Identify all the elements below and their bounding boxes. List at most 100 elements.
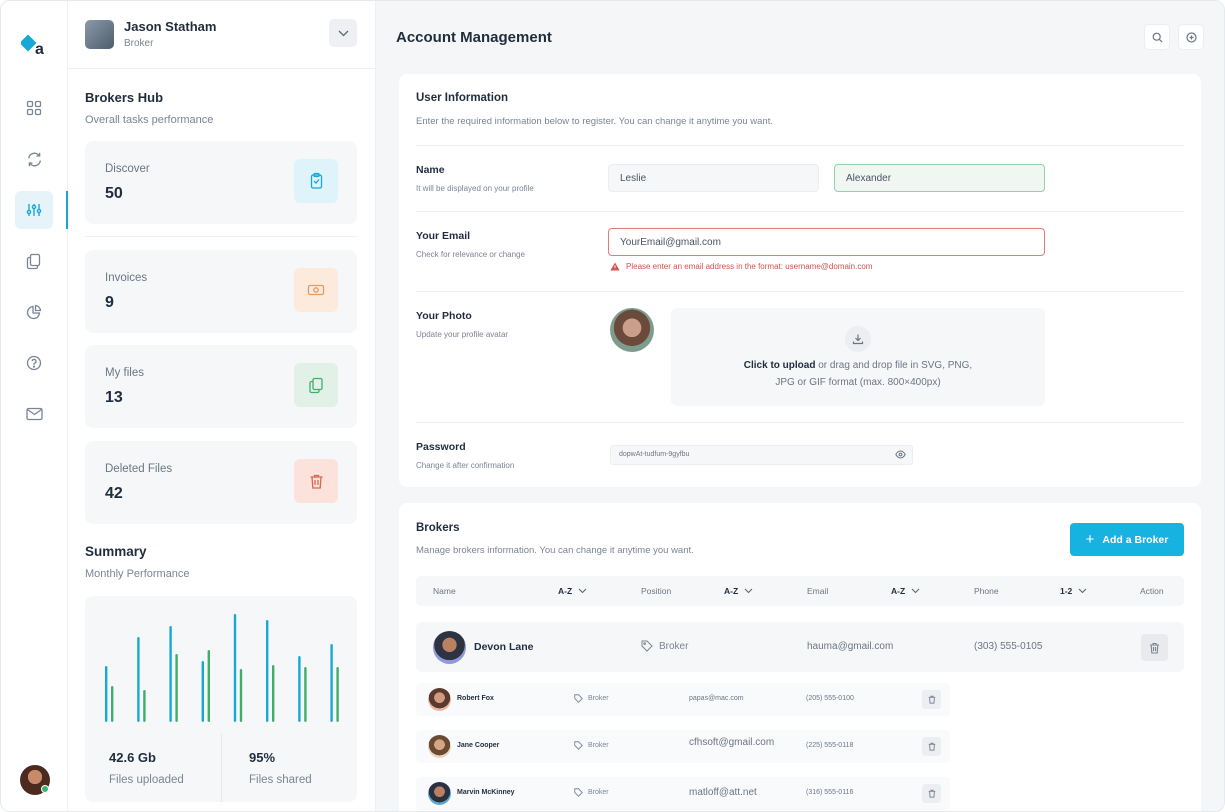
user-menu-dropdown[interactable] [329, 19, 357, 47]
rail-mail-icon[interactable] [15, 395, 53, 433]
sort-position[interactable]: A-Z [724, 586, 753, 596]
photo-label: Your Photo [416, 310, 472, 322]
column-header-action: Action [1140, 586, 1164, 596]
upload-instructions: Click to upload or drag and drop file in… [671, 360, 1045, 371]
name-help: It will be displayed on your profile [416, 184, 534, 193]
table-row[interactable]: Robert Fox Broker papas@mac.com (205) 55… [416, 683, 950, 716]
trash-icon [928, 742, 935, 751]
rail-active-indicator [66, 191, 68, 229]
profile-photo-avatar[interactable] [610, 308, 654, 352]
table-row[interactable]: Jane Cooper Broker cfhsoft@gmail.com (22… [416, 730, 950, 763]
upload-format-hint: JPG or GIF format (max. 800×400px) [775, 377, 941, 388]
sort-name[interactable]: A-Z [558, 586, 587, 596]
email-field[interactable]: YourEmail@gmail.com [608, 228, 1045, 256]
broker-position: Broker [574, 694, 609, 703]
last-name-field[interactable]: Alexander [834, 164, 1045, 192]
chevron-down-icon [338, 30, 348, 36]
broker-email: papas@mac.com [689, 695, 744, 702]
stat-value: 50 [105, 185, 123, 202]
delete-broker-button[interactable] [922, 784, 941, 803]
broker-phone: (303) 555-0105 [974, 641, 1043, 652]
divider [85, 236, 357, 237]
table-row[interactable]: Marvin McKinney Broker matloff@att.net (… [416, 777, 950, 810]
tag-icon [641, 640, 653, 652]
rail-documents-icon[interactable] [15, 242, 53, 280]
stat-label: Files shared [249, 774, 312, 786]
divider [416, 291, 1184, 292]
password-value: dopwAt-tudfum-9gyfbu [619, 451, 690, 458]
chart-bar-s1-1 [143, 690, 146, 722]
password-field[interactable]: dopwAt-tudfum-9gyfbu [610, 445, 913, 465]
broker-phone: (316) 555-0116 [806, 789, 854, 796]
broker-avatar [428, 735, 451, 758]
rail-piechart-icon[interactable] [15, 293, 53, 331]
sort-phone[interactable]: 1-2 [1060, 586, 1087, 596]
stat-value: 42 [105, 485, 123, 502]
delete-broker-button[interactable] [1141, 634, 1168, 661]
stat-card-discover[interactable]: Discover 50 [85, 141, 357, 224]
trash-icon [294, 459, 338, 503]
stat-value: 42.6 Gb [109, 750, 156, 765]
add-button[interactable] [1178, 24, 1204, 50]
chevron-down-icon [911, 588, 920, 594]
photo-help: Update your profile avatar [416, 330, 509, 339]
user-role: Broker [124, 38, 154, 49]
stat-value: 9 [105, 294, 114, 311]
add-broker-button[interactable]: + Add a Broker [1070, 523, 1184, 556]
user-profile[interactable]: Jason Statham Broker [85, 18, 216, 50]
click-to-upload-link[interactable]: Click to upload [743, 360, 816, 371]
clipboard-icon [294, 159, 338, 203]
page-title: Account Management [396, 29, 552, 46]
chevron-down-icon [1078, 588, 1087, 594]
table-row[interactable]: Devon Lane Broker hauma@gmail.com (303) … [416, 622, 1184, 672]
cash-icon [294, 268, 338, 312]
sort-email[interactable]: A-Z [891, 586, 920, 596]
section-title: Brokers [416, 522, 460, 534]
rail-dashboard-icon[interactable] [15, 89, 53, 127]
delete-broker-button[interactable] [922, 737, 941, 756]
stat-card-invoices[interactable]: Invoices 9 [85, 250, 357, 333]
divider [416, 145, 1184, 146]
first-name-field[interactable]: Leslie [608, 164, 819, 192]
stat-value: 13 [105, 389, 123, 406]
stat-label: Files uploaded [109, 774, 184, 786]
chart-bar-s1-5 [272, 665, 275, 722]
sort-label: 1-2 [1060, 586, 1073, 596]
photo-upload-dropzone[interactable]: Click to upload or drag and drop file in… [671, 308, 1045, 406]
add-broker-label: Add a Broker [1102, 533, 1169, 546]
broker-avatar [433, 631, 466, 664]
app-logo[interactable]: a [21, 33, 49, 57]
tag-icon [574, 741, 583, 750]
broker-position-text: Broker [659, 640, 689, 652]
password-label: Password [416, 441, 466, 453]
chart-bar-s0-7 [330, 644, 333, 722]
divider [416, 211, 1184, 212]
stat-card-deleted-files[interactable]: Deleted Files 42 [85, 441, 357, 524]
section-title: User Information [416, 92, 509, 104]
warning-icon [610, 262, 620, 271]
section-subtitle: Manage brokers information. You can chan… [416, 545, 694, 556]
name-label: Name [416, 164, 445, 176]
hub-subtitle: Overall tasks performance [85, 114, 214, 126]
brokers-section: Brokers Manage brokers information. You … [399, 503, 1201, 811]
broker-phone: (205) 555-0100 [806, 695, 854, 702]
stat-card-my-files[interactable]: My files 13 [85, 345, 357, 428]
rail-sync-icon[interactable] [15, 140, 53, 178]
eye-icon[interactable] [895, 450, 906, 459]
rail-help-icon[interactable] [15, 344, 53, 382]
stat-label: My files [105, 367, 144, 379]
delete-broker-button[interactable] [922, 690, 941, 709]
broker-avatar [428, 688, 451, 711]
broker-email: cfhsoft@gmail.com [689, 737, 775, 748]
rail-sliders-icon[interactable] [15, 191, 53, 229]
search-button[interactable] [1144, 24, 1170, 50]
divider [68, 68, 376, 69]
user-information-section: User Information Enter the required info… [399, 74, 1201, 487]
monthly-performance-chart: 42.6 Gb Files uploaded 95% Files shared [85, 596, 357, 802]
email-error-text: Please enter an email address in the for… [626, 262, 873, 271]
broker-position-text: Broker [588, 742, 609, 749]
email-help: Check for relevance or change [416, 250, 525, 259]
trash-icon [1150, 642, 1159, 654]
divider [221, 734, 222, 802]
chart-bar-s1-6 [304, 667, 307, 722]
